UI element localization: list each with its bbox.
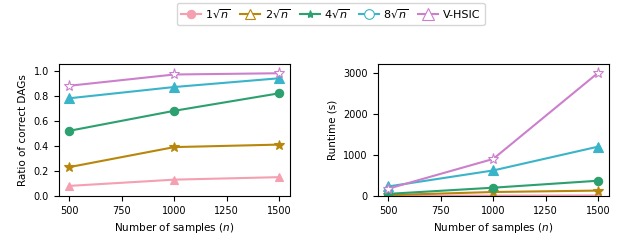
X-axis label: Number of samples $(n)$: Number of samples $(n)$ [433,221,553,235]
Legend: $1\sqrt{n}$, $2\sqrt{n}$, $4\sqrt{n}$, $8\sqrt{n}$, V-HSIC: $1\sqrt{n}$, $2\sqrt{n}$, $4\sqrt{n}$, $… [177,3,485,25]
X-axis label: Number of samples $(n)$: Number of samples $(n)$ [114,221,234,235]
Y-axis label: Runtime (s): Runtime (s) [328,100,337,160]
Y-axis label: Ratio of correct DAGs: Ratio of correct DAGs [18,74,28,186]
